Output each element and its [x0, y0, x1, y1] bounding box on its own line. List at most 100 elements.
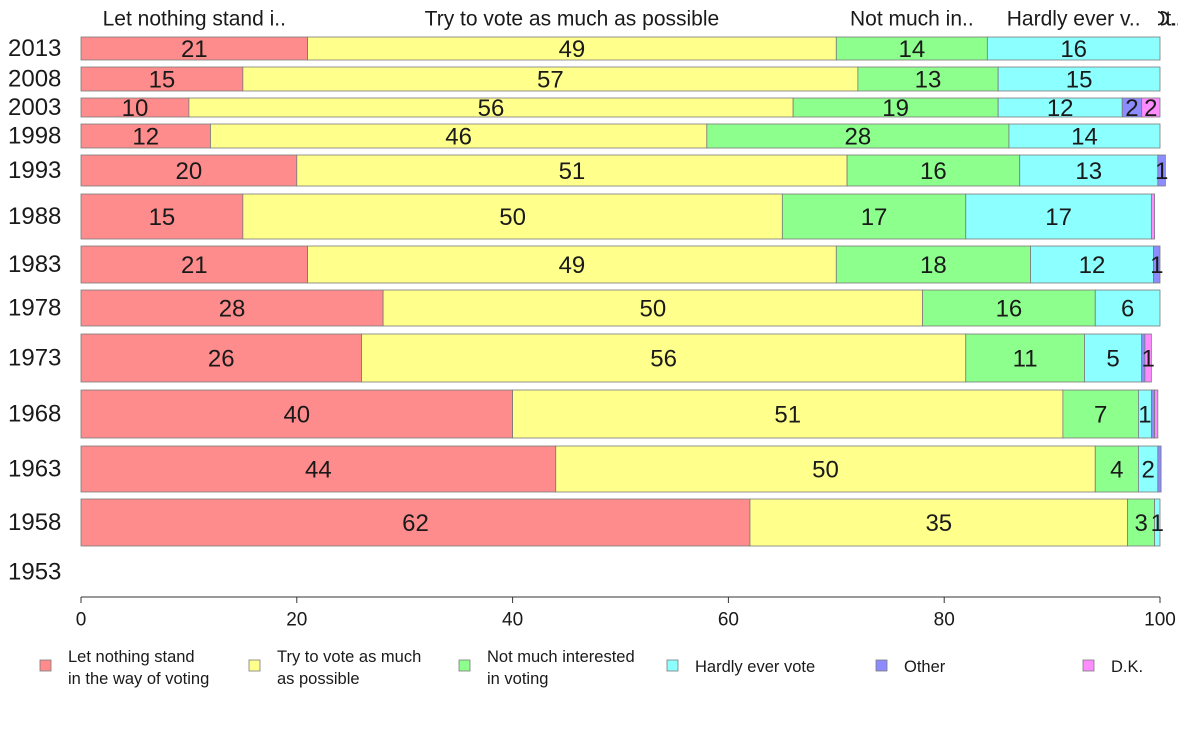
- y-tick-label-1968: 1968: [8, 401, 61, 428]
- data-label-1998-3: 28: [845, 124, 872, 151]
- bar-segment-1998-2: [210, 123, 708, 149]
- data-label-1983-4: 12: [1079, 252, 1106, 279]
- bar-segment-2008-1: [80, 66, 244, 92]
- data-label-2008-1: 15: [149, 67, 176, 94]
- data-label-1973-4: 5: [1106, 346, 1119, 373]
- column-header-3: Not much in..: [850, 8, 974, 31]
- legend-swatch-3: [458, 659, 471, 672]
- data-label-1958-4: 1: [1151, 510, 1164, 537]
- data-label-2008-4: 15: [1066, 67, 1093, 94]
- bar-segment-1983-2: [307, 245, 837, 284]
- data-label-1963-1: 44: [305, 457, 332, 484]
- data-label-1973-6: 1: [1141, 346, 1154, 373]
- data-label-1973-1: 26: [208, 346, 235, 373]
- bar-segment-1978-4: [1094, 289, 1161, 327]
- data-label-2008-2: 57: [537, 67, 564, 94]
- bar-segment-1988-1: [80, 193, 244, 240]
- legend-swatch-2: [248, 659, 261, 672]
- data-label-1993-4: 13: [1075, 158, 1102, 185]
- bar-segment-1968-5: [1150, 389, 1156, 439]
- y-tick-label-2008: 2008: [8, 66, 61, 93]
- bar-segment-1968-2: [512, 389, 1064, 439]
- x-tick-label-0: 0: [76, 610, 87, 631]
- bar-segment-1968-3: [1062, 389, 1139, 439]
- data-label-1998-4: 14: [1071, 124, 1098, 151]
- bar-segment-1983-4: [1030, 245, 1154, 284]
- data-label-1998-1: 12: [132, 124, 159, 151]
- y-tick-label-1993: 1993: [8, 157, 61, 184]
- data-label-2013-4: 16: [1060, 36, 1087, 63]
- data-label-2013-2: 49: [559, 36, 586, 63]
- legend-label-1-line-2: in the way of voting: [68, 670, 209, 688]
- bar-segment-1993-4: [1019, 154, 1159, 187]
- y-tick-label-1988: 1988: [8, 203, 61, 230]
- bar-segment-1988-6: [1150, 193, 1156, 240]
- data-label-1958-1: 62: [402, 510, 429, 537]
- data-label-1978-1: 28: [219, 296, 246, 323]
- y-tick-label-1958: 1958: [8, 509, 61, 536]
- y-tick-label-2013: 2013: [8, 35, 61, 62]
- y-tick-label-1998: 1998: [8, 123, 61, 150]
- bar-segment-1988-3: [781, 193, 967, 240]
- bar-segment-1963-3: [1094, 445, 1139, 493]
- x-tick-label-40: 40: [502, 610, 523, 631]
- data-label-1958-3: 3: [1134, 510, 1147, 537]
- legend-swatch-6: [1082, 659, 1095, 672]
- data-label-1968-1: 40: [283, 402, 310, 429]
- legend-swatch-5: [875, 659, 888, 672]
- data-label-2013-3: 14: [898, 36, 925, 63]
- data-label-1998-2: 46: [445, 124, 472, 151]
- data-label-1983-2: 49: [559, 252, 586, 279]
- data-label-1963-2: 50: [812, 457, 839, 484]
- bar-segment-1978-2: [382, 289, 924, 327]
- bar-segment-1963-2: [555, 445, 1096, 493]
- y-tick-label-1983: 1983: [8, 251, 61, 278]
- data-label-1988-3: 17: [861, 204, 888, 231]
- column-header-2: Try to vote as much as possible: [425, 8, 720, 31]
- data-label-2013-1: 21: [181, 36, 208, 63]
- bar-segment-1983-5: [1153, 245, 1161, 284]
- data-label-2003-6: 2: [1144, 95, 1157, 122]
- data-label-1963-3: 4: [1110, 457, 1123, 484]
- legend-label-3-line-1: Not much interested: [487, 648, 635, 666]
- bar-segment-1968-6: [1154, 389, 1159, 439]
- data-label-2008-3: 13: [915, 67, 942, 94]
- data-label-2003-1: 10: [122, 95, 149, 122]
- bar-segment-1958-3: [1127, 498, 1156, 547]
- x-tick-label-100: 100: [1144, 610, 1176, 631]
- data-label-2003-2: 56: [478, 95, 505, 122]
- data-label-1993-3: 16: [920, 158, 947, 185]
- legend-label-3-line-2: in voting: [487, 670, 548, 688]
- legend-label-4: Hardly ever vote: [695, 658, 815, 676]
- data-label-1958-2: 35: [925, 510, 952, 537]
- data-label-1983-1: 21: [181, 252, 208, 279]
- bar-segment-1963-5: [1157, 445, 1162, 493]
- bar-segment-1973-2: [361, 333, 967, 383]
- legend-label-2-line-1: Try to vote as much: [277, 648, 421, 666]
- data-label-1973-3: 11: [1013, 346, 1038, 373]
- column-header-4: Hardly ever v..: [1007, 8, 1141, 31]
- bar-segment-1958-1: [80, 498, 751, 547]
- bar-segment-1973-6: [1144, 333, 1152, 383]
- data-label-1963-4: 2: [1141, 457, 1154, 484]
- data-label-1973-2: 56: [650, 346, 677, 373]
- y-tick-label-1963: 1963: [8, 456, 61, 483]
- data-label-1983-3: 18: [920, 252, 947, 279]
- y-tick-label-1953: 1953: [8, 559, 61, 586]
- legend-label-5: Other: [904, 658, 946, 676]
- bar-segment-1958-4: [1154, 498, 1161, 547]
- y-tick-label-1973: 1973: [8, 345, 61, 372]
- bar-segment-1988-2: [242, 193, 783, 240]
- legend-label-6: D.K.: [1111, 658, 1143, 676]
- y-tick-label-1978: 1978: [8, 295, 61, 322]
- data-label-1988-2: 50: [499, 204, 526, 231]
- data-label-2003-5: 2: [1125, 95, 1138, 122]
- bar-segment-1978-3: [922, 289, 1096, 327]
- bar-segment-1988-4: [965, 193, 1152, 240]
- bar-segment-1998-1: [80, 123, 211, 149]
- data-label-1983-5: 1: [1150, 252, 1163, 279]
- y-tick-label-2003: 2003: [8, 94, 61, 121]
- data-label-1978-3: 16: [996, 296, 1023, 323]
- bar-segment-1973-4: [1084, 333, 1143, 383]
